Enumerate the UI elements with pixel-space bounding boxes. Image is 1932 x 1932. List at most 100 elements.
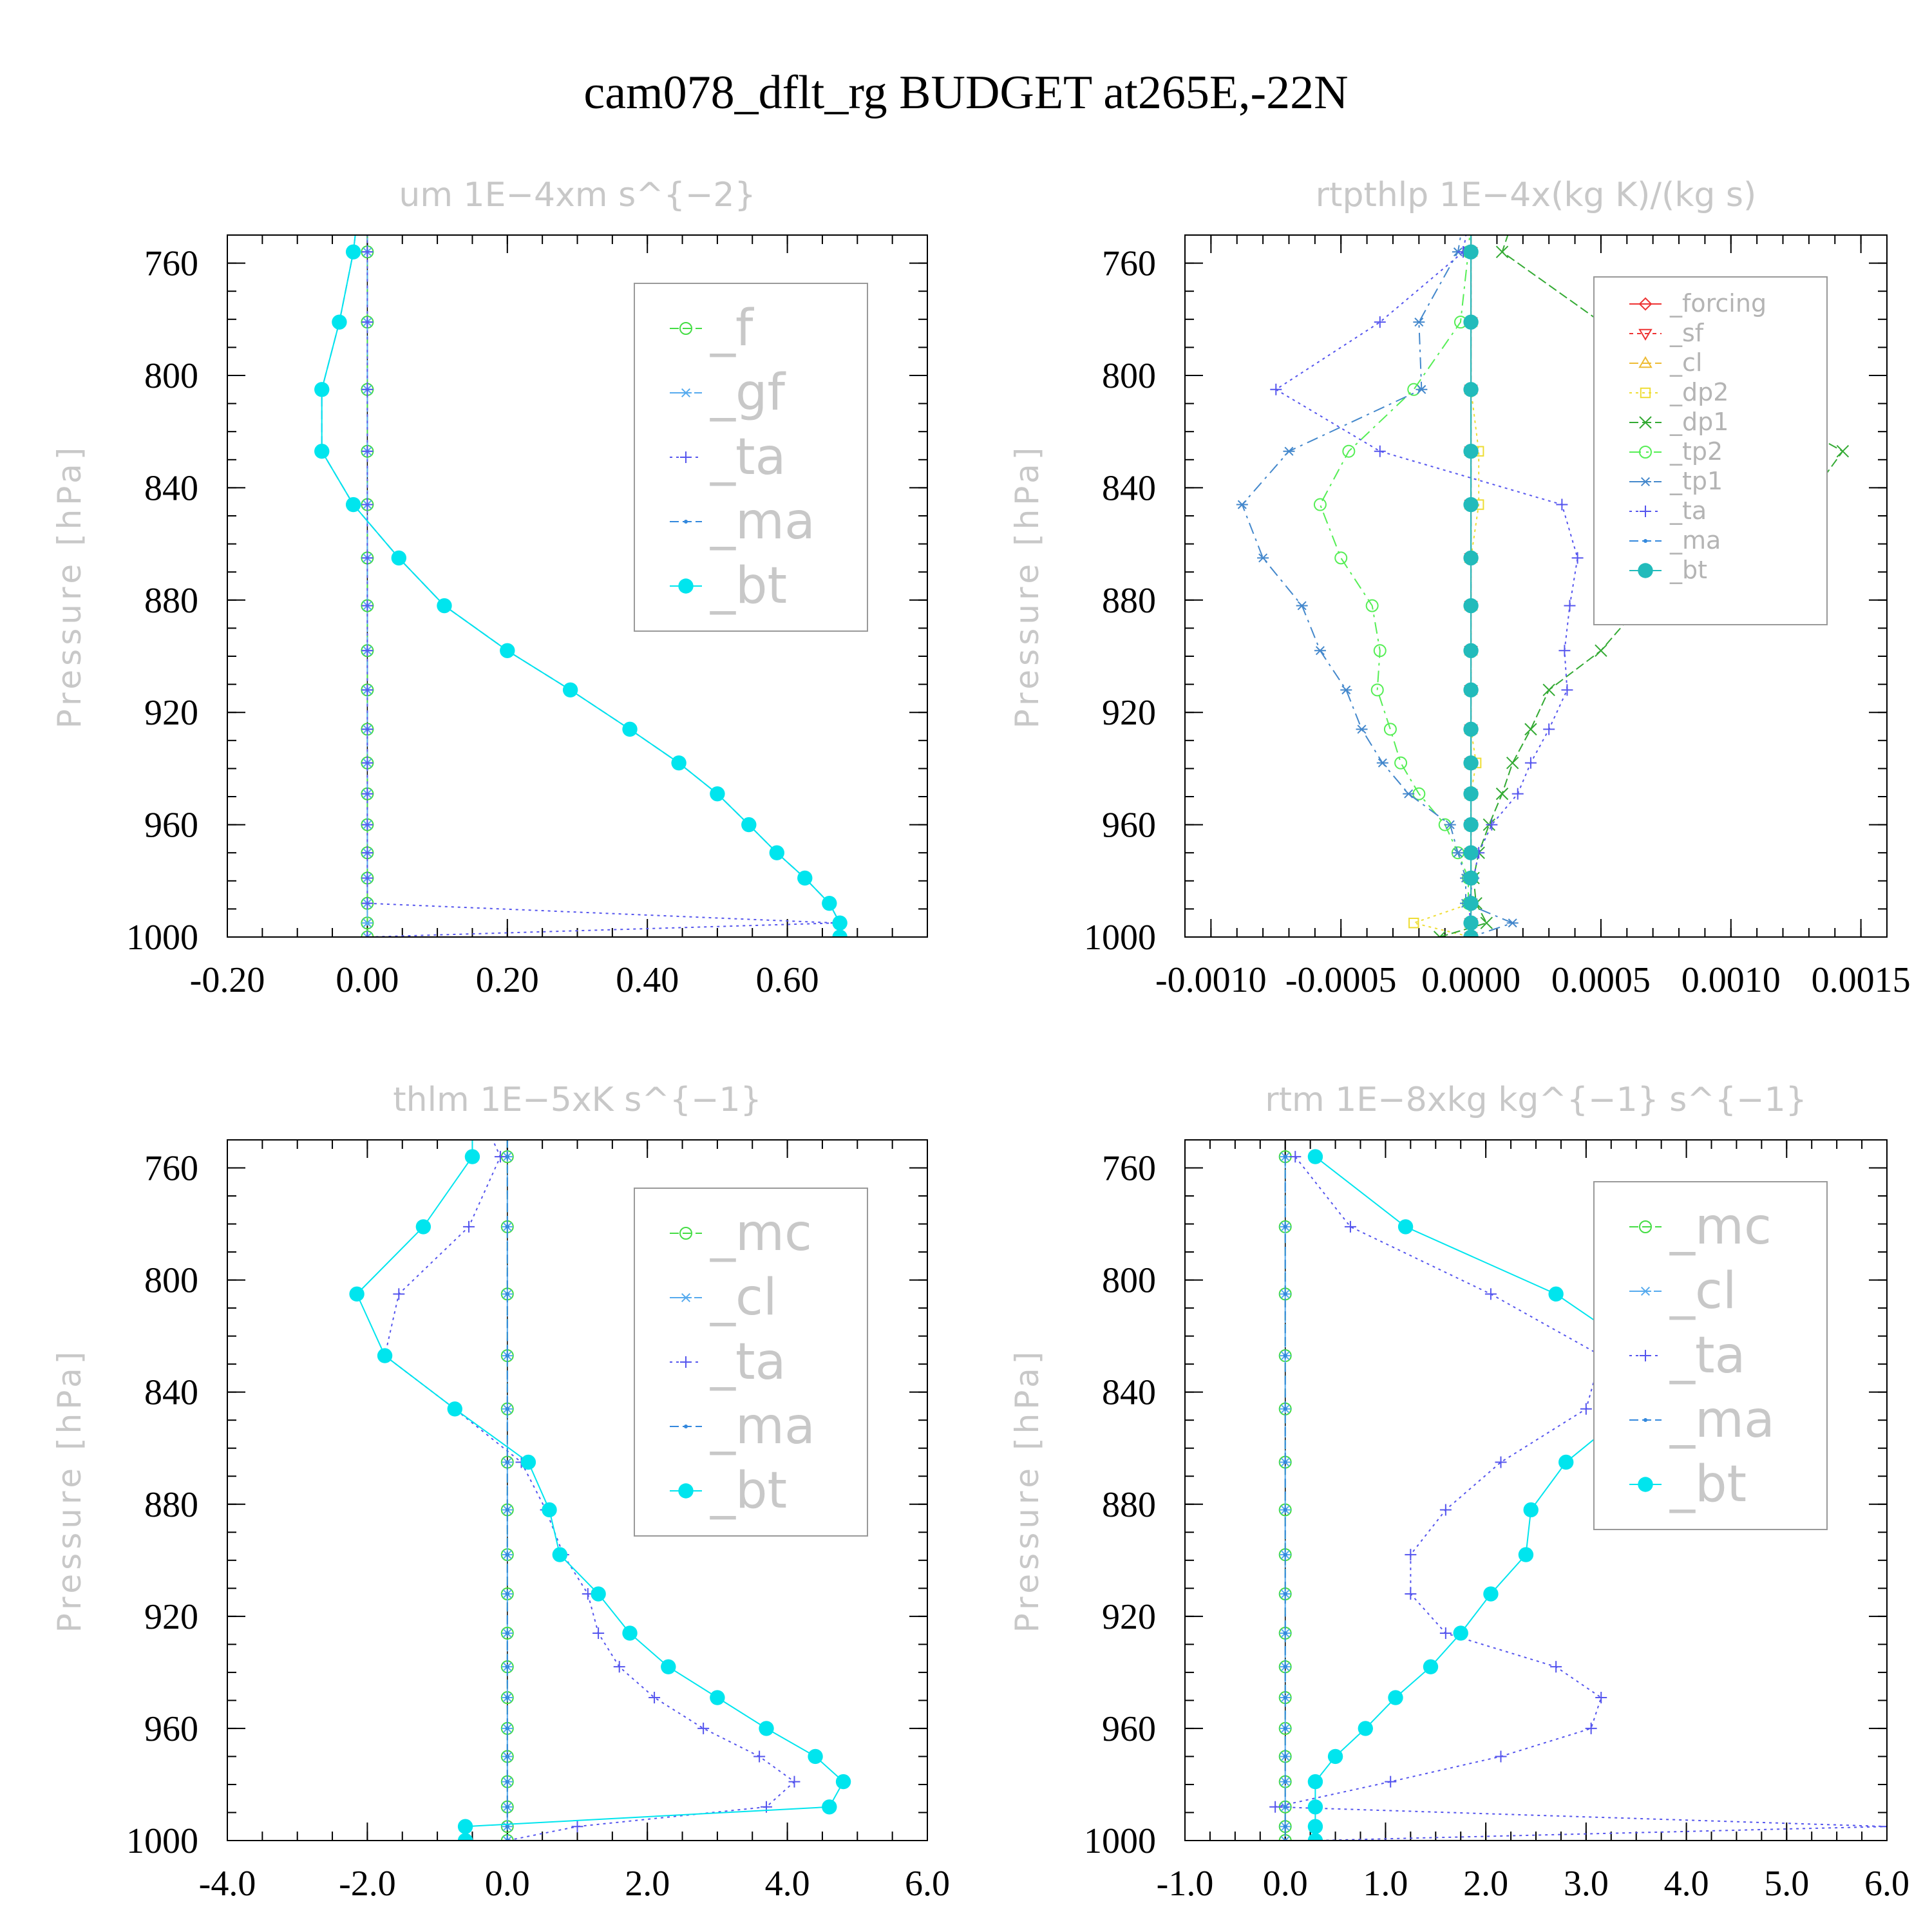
y-tick-label: 840 — [1102, 468, 1156, 508]
data-point — [505, 1665, 509, 1669]
data-point — [457, 1833, 473, 1841]
data-point — [1283, 1696, 1287, 1700]
legend-item: _bt — [1629, 556, 1707, 584]
data-point — [505, 1406, 509, 1411]
data-point — [1463, 817, 1479, 833]
data-point — [1413, 317, 1425, 327]
y-tick-label: 920 — [144, 693, 198, 733]
legend-label: _bt — [710, 1462, 787, 1520]
data-point — [1463, 915, 1479, 931]
data-point — [552, 1547, 568, 1562]
data-point — [1558, 1454, 1574, 1470]
y-tick-label: 880 — [144, 1485, 198, 1525]
y-axis-label: Pressure [hPa] — [51, 444, 88, 729]
x-tick-label: 0.20 — [476, 960, 539, 1000]
x-tick-label: 0.60 — [756, 960, 819, 1000]
data-point — [1638, 563, 1653, 578]
data-point — [1643, 1418, 1647, 1422]
legend-label: _ma — [1669, 526, 1721, 554]
data-point — [1358, 1721, 1373, 1736]
x-tick-label: 0.0015 — [1812, 960, 1911, 1000]
data-point — [679, 1227, 692, 1240]
y-tick-label: 960 — [144, 1709, 198, 1749]
data-point — [1463, 382, 1479, 397]
y-tick-label: 800 — [144, 1261, 198, 1301]
data-point — [1639, 1220, 1652, 1233]
data-point — [1463, 444, 1479, 459]
x-tick-label: 5.0 — [1764, 1864, 1809, 1904]
data-point — [1313, 498, 1327, 511]
data-point — [314, 444, 330, 459]
data-point — [505, 1824, 509, 1829]
data-point — [1444, 820, 1456, 829]
data-point — [361, 552, 374, 564]
chart-panel-1: um 1E−4xm s^{−2} Pressure [hPa] -0.20 0.00 0… — [51, 176, 928, 1000]
data-point — [1283, 1804, 1287, 1809]
data-point — [505, 1354, 509, 1358]
data-point — [1463, 845, 1479, 860]
data-point — [753, 1750, 766, 1763]
y-tick-label: 840 — [144, 468, 198, 508]
y-tick-label: 800 — [1102, 1261, 1156, 1301]
y-tick-label: 760 — [1102, 1149, 1156, 1189]
data-point — [1385, 1776, 1397, 1788]
data-point — [1283, 1406, 1287, 1411]
data-point — [1495, 787, 1509, 800]
data-point — [1463, 497, 1479, 513]
legend-item: _tp1 — [1629, 467, 1723, 495]
data-point — [1486, 819, 1498, 831]
data-point — [520, 1454, 536, 1470]
chart-panel-4: rtm 1E−8xkg kg^{−1} s^{−1} Pressure [hPa]… — [1009, 1081, 1909, 1904]
legend-label: _forcing — [1669, 289, 1766, 317]
data-point — [349, 1286, 365, 1302]
data-point — [361, 757, 374, 769]
data-point — [1571, 552, 1584, 564]
data-point — [1383, 723, 1397, 736]
y-tick-label: 1000 — [1084, 918, 1156, 958]
data-point — [1376, 758, 1388, 768]
data-point — [1638, 1477, 1653, 1492]
data-point — [1283, 1754, 1287, 1759]
data-point — [1283, 1665, 1287, 1669]
legend: _f _gf _ta _ma _bt — [634, 283, 868, 632]
x-tick-label: 0.0005 — [1551, 960, 1651, 1000]
data-point — [361, 246, 374, 258]
data-point — [671, 755, 687, 771]
data-point — [361, 897, 374, 909]
data-point — [415, 1219, 431, 1235]
data-point — [1595, 644, 1607, 657]
y-tick-label: 880 — [144, 581, 198, 621]
data-point — [1344, 1220, 1356, 1233]
data-point — [332, 314, 347, 330]
data-point — [1283, 1726, 1287, 1730]
data-point — [1463, 929, 1479, 937]
data-point — [361, 819, 374, 831]
data-point — [1640, 387, 1651, 399]
data-point — [505, 1592, 509, 1596]
data-point — [1403, 789, 1415, 799]
data-point — [314, 382, 330, 397]
plot-frame — [1184, 234, 1888, 938]
legend-item: _cl — [670, 1269, 777, 1327]
data-point — [835, 1774, 851, 1790]
data-point — [1356, 724, 1368, 734]
data-point — [500, 643, 515, 658]
data-point — [1548, 1286, 1564, 1302]
data-point — [1640, 506, 1651, 517]
y-tick-label: 840 — [144, 1373, 198, 1413]
data-point — [1640, 1350, 1651, 1361]
legend-label: _tp1 — [1669, 467, 1723, 495]
chart-title: rtm 1E−8xkg kg^{−1} s^{−1} — [1265, 1081, 1807, 1119]
data-point — [1307, 1833, 1323, 1841]
legend-item: _gf — [670, 364, 786, 422]
chart-panel-3: thlm 1E−5xK s^{−1} Pressure [hPa] -4.0 -2.0… — [51, 1081, 950, 1904]
x-tick-label: 0.0 — [485, 1864, 530, 1904]
data-point — [759, 1721, 774, 1736]
data-point — [1643, 539, 1647, 543]
x-tick-label: -0.0010 — [1155, 960, 1267, 1000]
x-tick-label: -0.20 — [190, 960, 265, 1000]
data-point — [393, 1288, 405, 1300]
data-point — [1270, 383, 1282, 395]
data-point — [1340, 685, 1352, 695]
data-point — [1296, 601, 1308, 611]
